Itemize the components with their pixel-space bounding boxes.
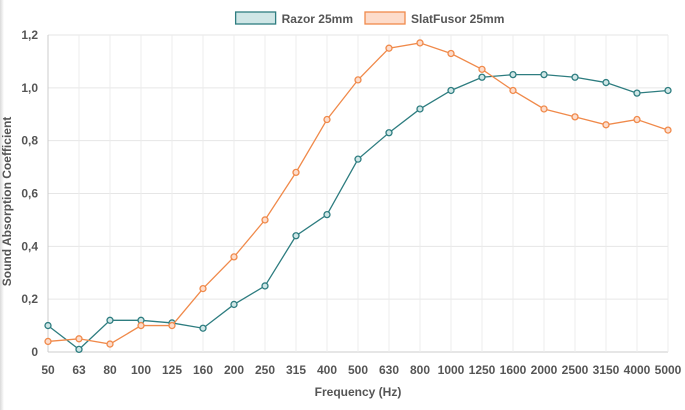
x-tick-label: 400: [317, 363, 337, 377]
data-point[interactable]: [664, 86, 672, 95]
data-point[interactable]: [199, 324, 207, 332]
x-tick-label: 1250: [469, 363, 496, 377]
y-axis-title: Sound Absorption Coefficient: [0, 117, 14, 287]
x-tick-label: 2000: [531, 363, 558, 377]
data-point[interactable]: [261, 216, 269, 224]
x-tick-label: 50: [41, 363, 55, 377]
x-tick-label: 800: [410, 363, 430, 377]
data-point[interactable]: [292, 168, 300, 177]
data-point[interactable]: [137, 321, 145, 330]
y-tick-label: 0,6: [21, 187, 38, 201]
y-tick-label: 1,2: [21, 28, 38, 42]
legend-label: SlatFusor 25mm: [411, 12, 504, 26]
legend-swatch: [234, 11, 277, 25]
legend-swatch: [364, 11, 406, 25]
x-tick-label: 3150: [593, 363, 620, 377]
data-point[interactable]: [602, 121, 610, 129]
y-tick-label: 0,2: [21, 292, 38, 306]
series-2: [44, 39, 672, 348]
data-point[interactable]: [509, 70, 517, 79]
series-layer: [44, 39, 672, 354]
data-point[interactable]: [323, 210, 331, 219]
data-point[interactable]: [44, 321, 52, 330]
x-tick-label: 1000: [438, 363, 465, 377]
data-point[interactable]: [354, 155, 362, 163]
data-point[interactable]: [664, 126, 672, 134]
data-point[interactable]: [292, 232, 300, 240]
x-tick-label: 80: [103, 363, 117, 377]
x-tick-label: 5000: [655, 363, 682, 377]
data-point[interactable]: [540, 70, 548, 79]
data-point[interactable]: [44, 337, 52, 346]
x-tick-label: 630: [379, 363, 399, 377]
data-point[interactable]: [416, 105, 424, 113]
x-tick-label: 160: [193, 363, 213, 377]
x-axis-title: Frequency (Hz): [315, 385, 402, 399]
data-point[interactable]: [571, 73, 579, 81]
data-point[interactable]: [385, 129, 393, 137]
x-tick-label: 315: [286, 363, 306, 377]
x-tick-label: 4000: [624, 363, 651, 377]
data-point[interactable]: [354, 76, 362, 84]
axes: 0 0,2 0,4 0,6 0,8 1,0 1,2 50 63 80 100 125 160 200 250…: [21, 28, 681, 377]
grid: [47, 34, 669, 353]
x-tick-label: 63: [72, 363, 86, 377]
legend-label: Razor 25mm: [282, 12, 353, 26]
data-point[interactable]: [385, 44, 393, 52]
data-point[interactable]: [106, 316, 114, 324]
data-point[interactable]: [230, 253, 238, 261]
x-tick-label: 500: [348, 363, 368, 377]
data-point[interactable]: [633, 89, 641, 97]
data-point[interactable]: [323, 115, 331, 124]
x-tick-label: 100: [131, 363, 151, 377]
data-point[interactable]: [416, 39, 424, 47]
data-point[interactable]: [168, 321, 176, 330]
series-1: [44, 70, 672, 354]
data-point[interactable]: [199, 284, 207, 293]
data-point[interactable]: [447, 86, 455, 95]
data-point[interactable]: [478, 73, 486, 81]
data-point[interactable]: [106, 340, 114, 348]
y-tick-label: 0,8: [21, 134, 38, 148]
data-point[interactable]: [230, 300, 238, 309]
data-point[interactable]: [447, 49, 455, 58]
data-point[interactable]: [602, 78, 610, 87]
data-point[interactable]: [540, 105, 548, 113]
data-point[interactable]: [478, 65, 486, 73]
legend[interactable]: Razor 25mm SlatFusor 25mm: [234, 11, 505, 26]
data-point[interactable]: [75, 335, 83, 343]
edge-shadow: [0, 0, 4, 410]
legend-item[interactable]: SlatFusor 25mm: [364, 11, 504, 26]
data-point[interactable]: [509, 86, 517, 95]
data-point[interactable]: [571, 113, 579, 121]
data-point[interactable]: [261, 282, 269, 290]
y-tick-label: 0,4: [21, 239, 38, 253]
data-point[interactable]: [633, 115, 641, 124]
data-point[interactable]: [75, 345, 83, 354]
x-tick-label: 200: [224, 363, 244, 377]
y-tick-label: 0: [31, 345, 38, 359]
x-tick-label: 125: [162, 363, 182, 377]
x-tick-label: 250: [255, 363, 275, 377]
x-tick-label: 1600: [500, 363, 527, 377]
legend-item[interactable]: Razor 25mm: [234, 11, 353, 26]
y-tick-label: 1,0: [21, 81, 38, 95]
x-tick-label: 2500: [562, 363, 589, 377]
